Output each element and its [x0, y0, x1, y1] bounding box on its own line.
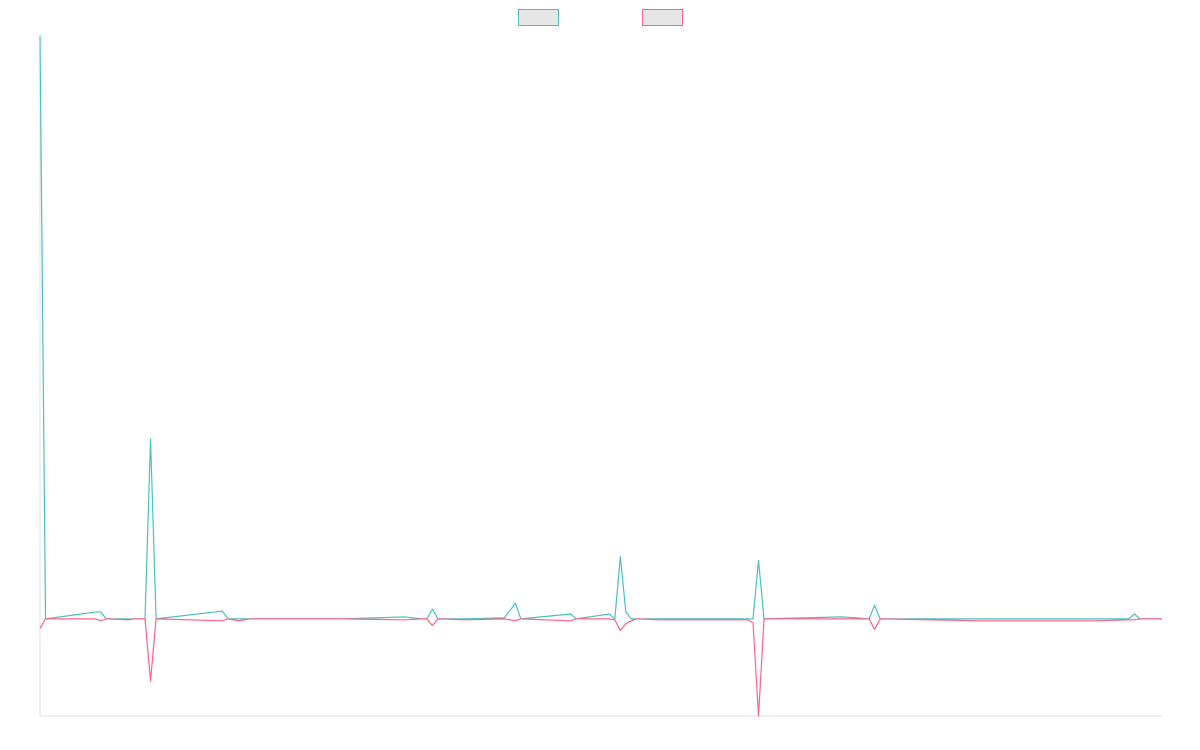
legend-swatch-1[interactable]: [518, 9, 559, 26]
series-line-1: [39, 35, 1162, 620]
legend[interactable]: [518, 9, 683, 26]
plot-area: [39, 35, 1162, 717]
legend-swatch-2[interactable]: [642, 9, 683, 26]
series-line-2: [39, 618, 1162, 717]
axes: [39, 36, 1162, 717]
